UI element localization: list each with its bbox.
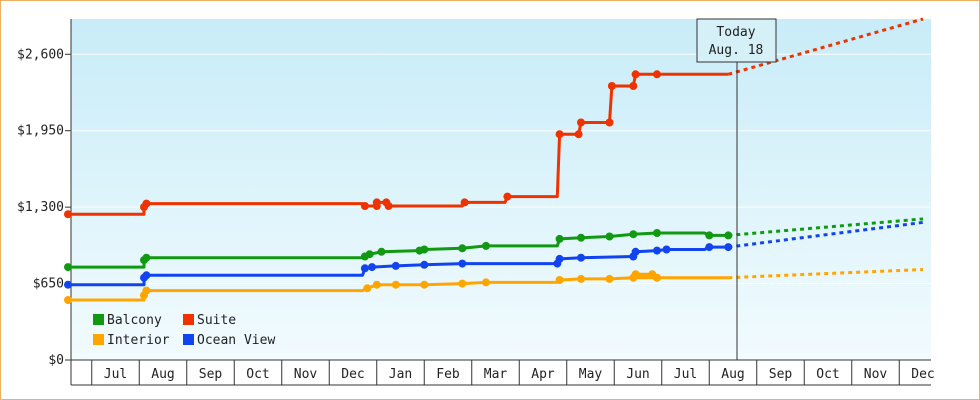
legend-swatch [183, 334, 194, 345]
series-point [458, 279, 467, 288]
series-point [372, 198, 381, 207]
series-point [577, 274, 585, 283]
series-point [368, 263, 376, 272]
x-tick-label: May [579, 367, 603, 382]
series-point [653, 246, 661, 255]
legend-swatch [93, 314, 104, 325]
x-tick-label: Jul [104, 367, 127, 382]
x-tick-label: Apr [531, 367, 555, 382]
series-point [384, 202, 393, 210]
series-point [391, 261, 400, 270]
series-point [631, 70, 640, 79]
series-point [574, 130, 583, 139]
x-tick-label: Aug [151, 367, 174, 382]
series-point [705, 231, 714, 240]
x-tick-label: Jul [674, 367, 697, 382]
x-tick-label: Jan [389, 367, 412, 382]
series-point [629, 230, 638, 239]
x-tick-label: Aug [721, 367, 744, 382]
legend-swatch [93, 334, 104, 345]
series-point [629, 82, 638, 90]
projection-line-balcony [728, 217, 924, 237]
axes: $0 $650 $1,300 $1,950 $2,600 Jul Aug Sep Oct Nov D… [17, 19, 935, 386]
series-point [372, 280, 381, 289]
series-point [458, 259, 467, 268]
series-point [503, 192, 512, 201]
series-point [64, 296, 72, 304]
x-tick-label: Mar [484, 367, 508, 382]
legend-label: Interior [107, 333, 170, 348]
x-tick-label: Oct [816, 367, 839, 382]
series-point [482, 278, 490, 287]
series-point [64, 280, 72, 289]
projection-line-interior [728, 268, 924, 280]
series-point [555, 276, 564, 284]
today-marker: Today Aug. 18 [696, 18, 777, 360]
series-point [631, 270, 640, 279]
series-point [605, 118, 614, 127]
series-point [555, 254, 564, 263]
today-callout-line2: Aug. 18 [709, 43, 764, 58]
series-point [577, 253, 585, 262]
series-point [653, 273, 661, 282]
series-point [482, 241, 490, 250]
x-tick-label: Jun [626, 367, 649, 382]
projection-line-ocean-view [728, 220, 924, 249]
series-point [363, 284, 372, 293]
series-point [142, 199, 151, 208]
series-point [458, 244, 467, 253]
series-point [577, 233, 585, 242]
y-tick-label: $2,600 [17, 47, 64, 62]
series-point [142, 253, 151, 262]
series-point [607, 82, 616, 90]
series-point [360, 264, 369, 273]
series-point [555, 130, 564, 139]
series-point [605, 232, 614, 241]
series-point [377, 247, 386, 256]
series-point [653, 70, 661, 79]
series-point [142, 271, 151, 280]
series-point [64, 210, 72, 219]
plot-area [71, 19, 931, 360]
y-tick-label: $1,950 [17, 124, 64, 139]
x-tick-label: Sep [769, 367, 793, 382]
series-point [577, 118, 585, 127]
projection-line-suite [727, 17, 924, 76]
y-tick-label: $1,300 [17, 200, 64, 215]
y-tick-label: $0 [48, 353, 64, 368]
legend: Balcony Suite Interior Ocean View [93, 313, 275, 348]
series-point [631, 247, 640, 256]
series-lines [64, 17, 924, 304]
legend-label: Ocean View [197, 333, 275, 348]
x-tick-label: Sep [199, 367, 223, 382]
x-tick-label: Dec [341, 367, 364, 382]
series-point [64, 263, 72, 272]
series-point [662, 245, 671, 254]
x-tick-label: Dec [911, 367, 934, 382]
series-point [420, 260, 429, 269]
y-tick-label: $650 [33, 277, 64, 292]
series-point [420, 280, 429, 289]
series-point [391, 280, 400, 289]
series-point [460, 198, 469, 207]
series-point [605, 274, 614, 283]
series-point [555, 234, 564, 243]
series-point [365, 250, 374, 259]
series-point [360, 202, 369, 210]
x-tick-label: Oct [246, 367, 269, 382]
x-tick-label: Nov [864, 367, 888, 382]
series-point [705, 243, 714, 252]
legend-swatch [183, 314, 194, 325]
legend-label: Balcony [107, 313, 162, 328]
x-tick-label: Nov [294, 367, 318, 382]
series-point [142, 286, 151, 295]
x-tick-label: Feb [436, 367, 460, 382]
legend-label: Suite [197, 313, 236, 328]
series-point [420, 245, 429, 254]
today-callout-line1: Today [716, 25, 755, 40]
today-callout-box [696, 18, 777, 63]
series-point [653, 229, 661, 237]
